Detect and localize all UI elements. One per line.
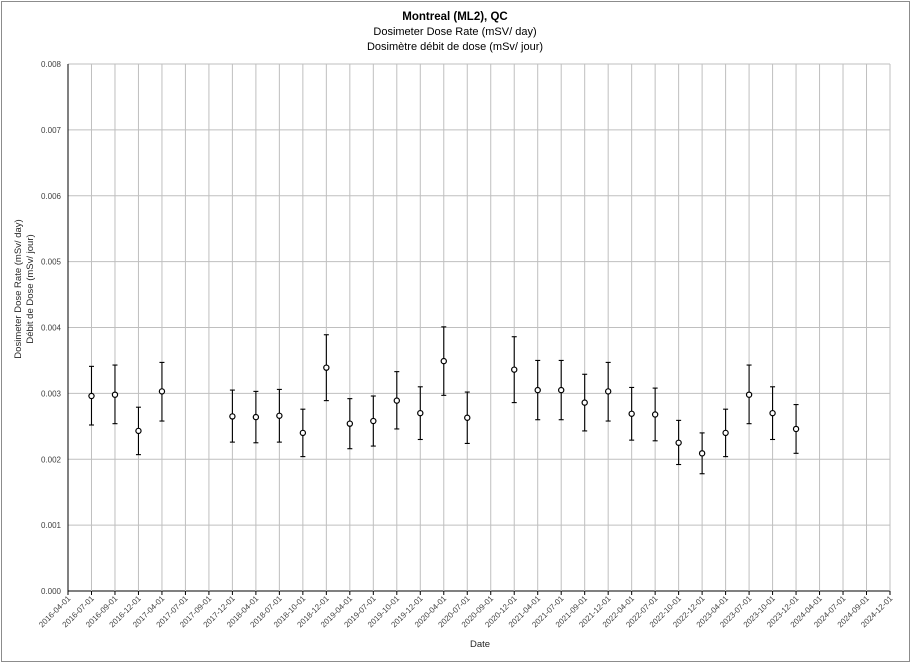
data-point: [323, 364, 330, 371]
y-tick-label: 0.005: [41, 258, 62, 267]
data-point: [276, 412, 283, 419]
y-tick-label: 0.008: [41, 60, 62, 69]
data-point: [534, 386, 541, 394]
y-tick-label: 0.001: [41, 521, 62, 530]
data-point: [651, 411, 659, 418]
data-point: [88, 392, 95, 400]
data-point: [745, 391, 753, 398]
data-point: [769, 409, 776, 417]
data-point: [722, 429, 729, 437]
data-point: [370, 417, 377, 425]
y-tick-labels: 0.000 0.001 0.002 0.003 0.004 0.005 0.006 0.007…: [41, 60, 62, 596]
data-point: [792, 425, 800, 433]
chart-subtitle-fr: Dosimètre débit de dose (mSv/ jour): [367, 41, 543, 53]
y-axis-label-en: Dosimeter Dose Rate (mSv/ day): [13, 219, 24, 358]
data-point: [511, 366, 518, 373]
data-point: [135, 427, 142, 435]
y-tick-label: 0.007: [41, 126, 62, 135]
marker-layer: [88, 357, 800, 457]
y-tick-label: 0.000: [41, 587, 62, 596]
x-tick-labels: 2016-04-012016-07-012016-09-012016-12-01…: [37, 594, 895, 630]
x-axis-label: Date: [470, 639, 490, 650]
data-point: [158, 388, 166, 395]
data-point: [417, 409, 424, 417]
data-point: [604, 388, 612, 395]
data-point: [581, 399, 588, 406]
data-point: [111, 391, 119, 398]
y-tick-label: 0.003: [41, 389, 62, 398]
y-tick-label: 0.006: [41, 192, 62, 201]
grid-layer: [67, 63, 891, 595]
data-point: [393, 397, 400, 404]
y-tick-label: 0.004: [41, 324, 62, 333]
data-point: [698, 450, 706, 457]
data-point: [440, 357, 447, 365]
data-point: [464, 414, 471, 421]
y-tick-label: 0.002: [41, 455, 62, 464]
chart-title: Montreal (ML2), QC: [402, 11, 507, 23]
data-point: [628, 410, 635, 417]
data-point: [558, 386, 565, 394]
y-axis-label-fr: Débit de Dose (mSv/ jour): [25, 234, 36, 343]
chart-subtitle-en: Dosimeter Dose Rate (mSV/ day): [373, 26, 536, 38]
data-point: [229, 413, 236, 420]
data-point: [675, 439, 682, 446]
data-point: [346, 420, 354, 427]
data-point: [299, 429, 307, 437]
data-point: [252, 413, 260, 421]
